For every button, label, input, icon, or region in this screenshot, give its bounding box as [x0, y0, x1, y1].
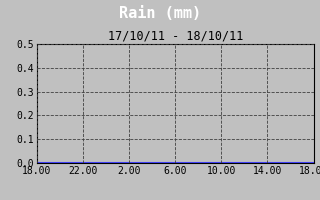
- Text: Rain (mm): Rain (mm): [119, 5, 201, 21]
- Title: 17/10/11 - 18/10/11: 17/10/11 - 18/10/11: [108, 30, 243, 43]
